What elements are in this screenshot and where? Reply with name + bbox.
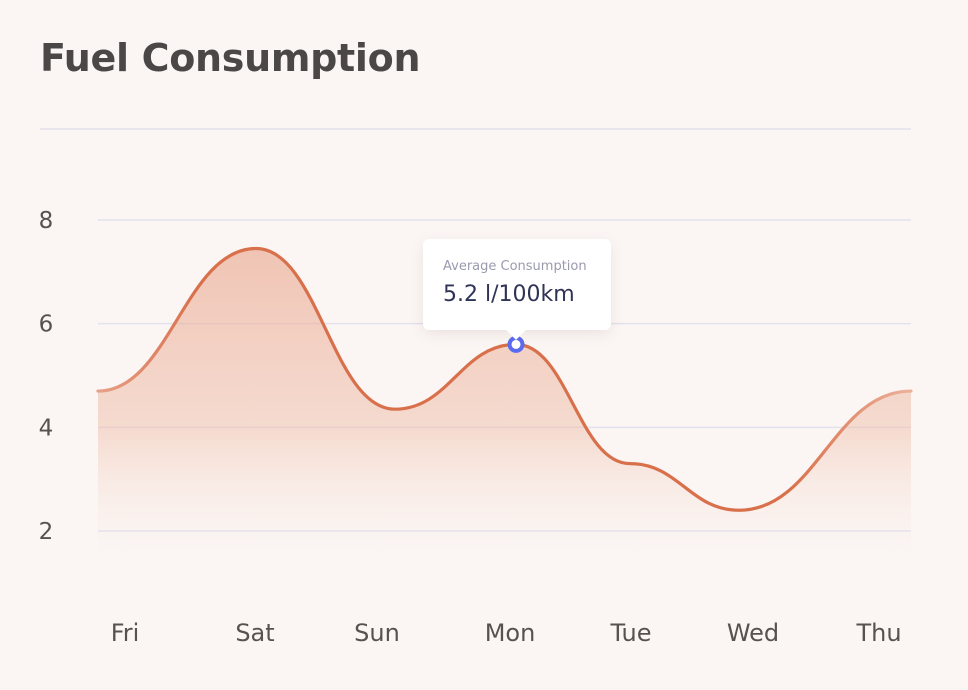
x-tick-label-fri: Fri (111, 619, 140, 647)
x-tick-label-mon: Mon (485, 619, 536, 647)
tooltip-value: 5.2 l/100km (443, 282, 575, 307)
tooltip-label: Average Consumption (443, 259, 587, 274)
chart-title: Fuel Consumption (40, 36, 421, 80)
y-tick-label: 4 (39, 415, 54, 441)
x-tick-label-sat: Sat (235, 619, 274, 647)
y-tick-label: 6 (39, 312, 54, 338)
consumption-area (98, 248, 911, 580)
y-tick-label: 8 (39, 208, 54, 234)
y-tick-label: 2 (39, 519, 54, 545)
x-axis-ticks: Fri Sat Sun Mon Tue Wed Thu (111, 619, 902, 647)
y-axis-ticks: 2 4 6 8 (39, 208, 54, 545)
x-tick-label-thu: Thu (855, 619, 901, 647)
title-divider (40, 128, 911, 130)
x-tick-label-sun: Sun (354, 619, 400, 647)
x-tick-label-tue: Tue (610, 619, 652, 647)
x-tick-label-wed: Wed (727, 619, 779, 647)
consumption-tooltip: Average Consumption 5.2 l/100km (423, 239, 611, 330)
